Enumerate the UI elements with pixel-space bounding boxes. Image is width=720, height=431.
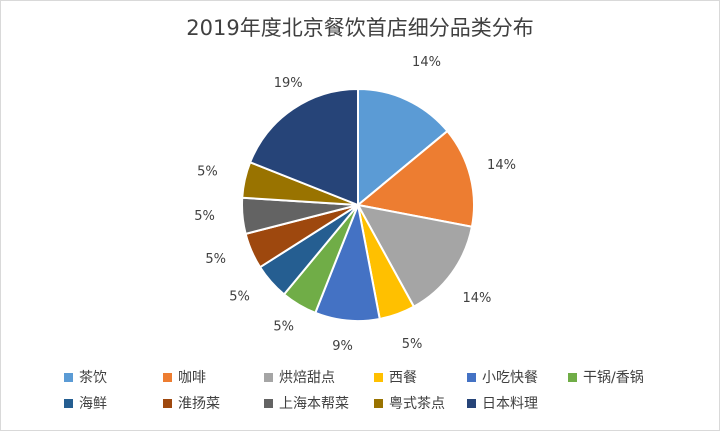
legend-swatch [163,372,172,382]
legend-label: 干锅/香锅 [583,370,644,386]
legend-item: 粤式茶点 [374,393,445,413]
legend-row-2: 海鲜 淮扬菜 上海本帮菜 粤式茶点 日本料理 [0,393,720,413]
legend-item: 干锅/香锅 [568,367,644,387]
legend-item: 小吃快餐 [467,367,538,387]
pie-slice [355,129,475,228]
legend-swatch [163,398,172,408]
legend-item: 烘焙甜点 [264,367,335,387]
legend-swatch [467,398,476,408]
legend-label: 烘焙甜点 [279,370,335,386]
data-label: 5% [402,337,423,352]
legend-label: 上海本帮菜 [279,396,349,412]
pie-slice [357,87,449,208]
chart-title: 2019年度北京餐饮首店细分品类分布 [186,16,534,40]
legend-label: 日本料理 [482,396,538,412]
legend-swatch [374,398,383,408]
pie-slice [356,203,474,309]
legend-item: 咖啡 [163,367,206,387]
data-label: 14% [412,55,441,70]
legend-swatch [374,372,383,382]
legend-label: 西餐 [389,370,417,386]
data-label: 5% [194,209,215,224]
data-label: 5% [197,165,218,180]
legend-swatch [264,372,273,382]
legend-label: 咖啡 [178,370,206,386]
legend-item: 淮扬菜 [163,393,220,413]
legend-swatch [467,372,476,382]
data-label: 5% [273,320,294,335]
data-label: 14% [462,291,491,306]
legend-item: 上海本帮菜 [264,393,349,413]
data-label: 19% [274,76,303,91]
data-label: 5% [229,289,250,304]
legend-swatch [568,372,577,382]
legend-label: 小吃快餐 [482,370,538,386]
legend-row-1: 茶饮 咖啡 烘焙甜点 西餐 小吃快餐 干锅/香锅 [0,367,720,387]
pie-slice [248,87,359,207]
legend-label: 海鲜 [79,396,107,412]
data-label: 14% [487,158,516,173]
legend-label: 粤式茶点 [389,396,445,412]
data-label: 5% [205,252,226,267]
legend-swatch [64,372,73,382]
legend-swatch [264,398,273,408]
legend-item: 茶饮 [64,367,107,387]
data-label: 9% [332,339,353,354]
legend-item: 西餐 [374,367,417,387]
legend-label: 淮扬菜 [178,396,220,412]
legend-swatch [64,398,73,408]
legend-item: 日本料理 [467,393,538,413]
legend-item: 海鲜 [64,393,107,413]
legend-label: 茶饮 [79,370,107,386]
